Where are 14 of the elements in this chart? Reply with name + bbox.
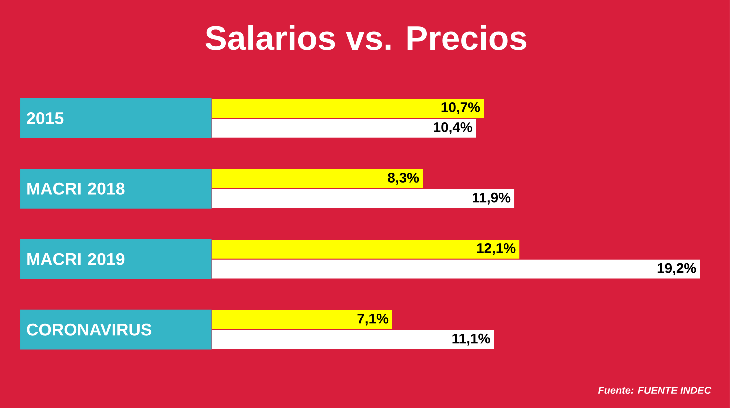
y-tick-label: MACRI 2018 — [28, 182, 125, 195]
y-tick-label: 2015 — [27, 112, 64, 124]
y-tick-label: MACRI 2019 — [28, 253, 125, 266]
data-label: 19,2% — [658, 263, 696, 276]
data-label: 11,1% — [452, 334, 490, 346]
data-label: 11,9% — [473, 192, 511, 205]
data-label: 8,3% — [388, 172, 420, 185]
data-label: 10,4% — [434, 122, 472, 134]
data-label: 10,7% — [442, 102, 480, 114]
source-note: Fuente: FUENTE INDEC — [598, 386, 712, 394]
y-tick-label: CORONAVIRUS — [27, 324, 152, 336]
chart-title: Salarios vs. Precios — [206, 25, 527, 50]
data-label: 12,1% — [477, 243, 516, 256]
data-label: 7,1% — [358, 314, 389, 326]
